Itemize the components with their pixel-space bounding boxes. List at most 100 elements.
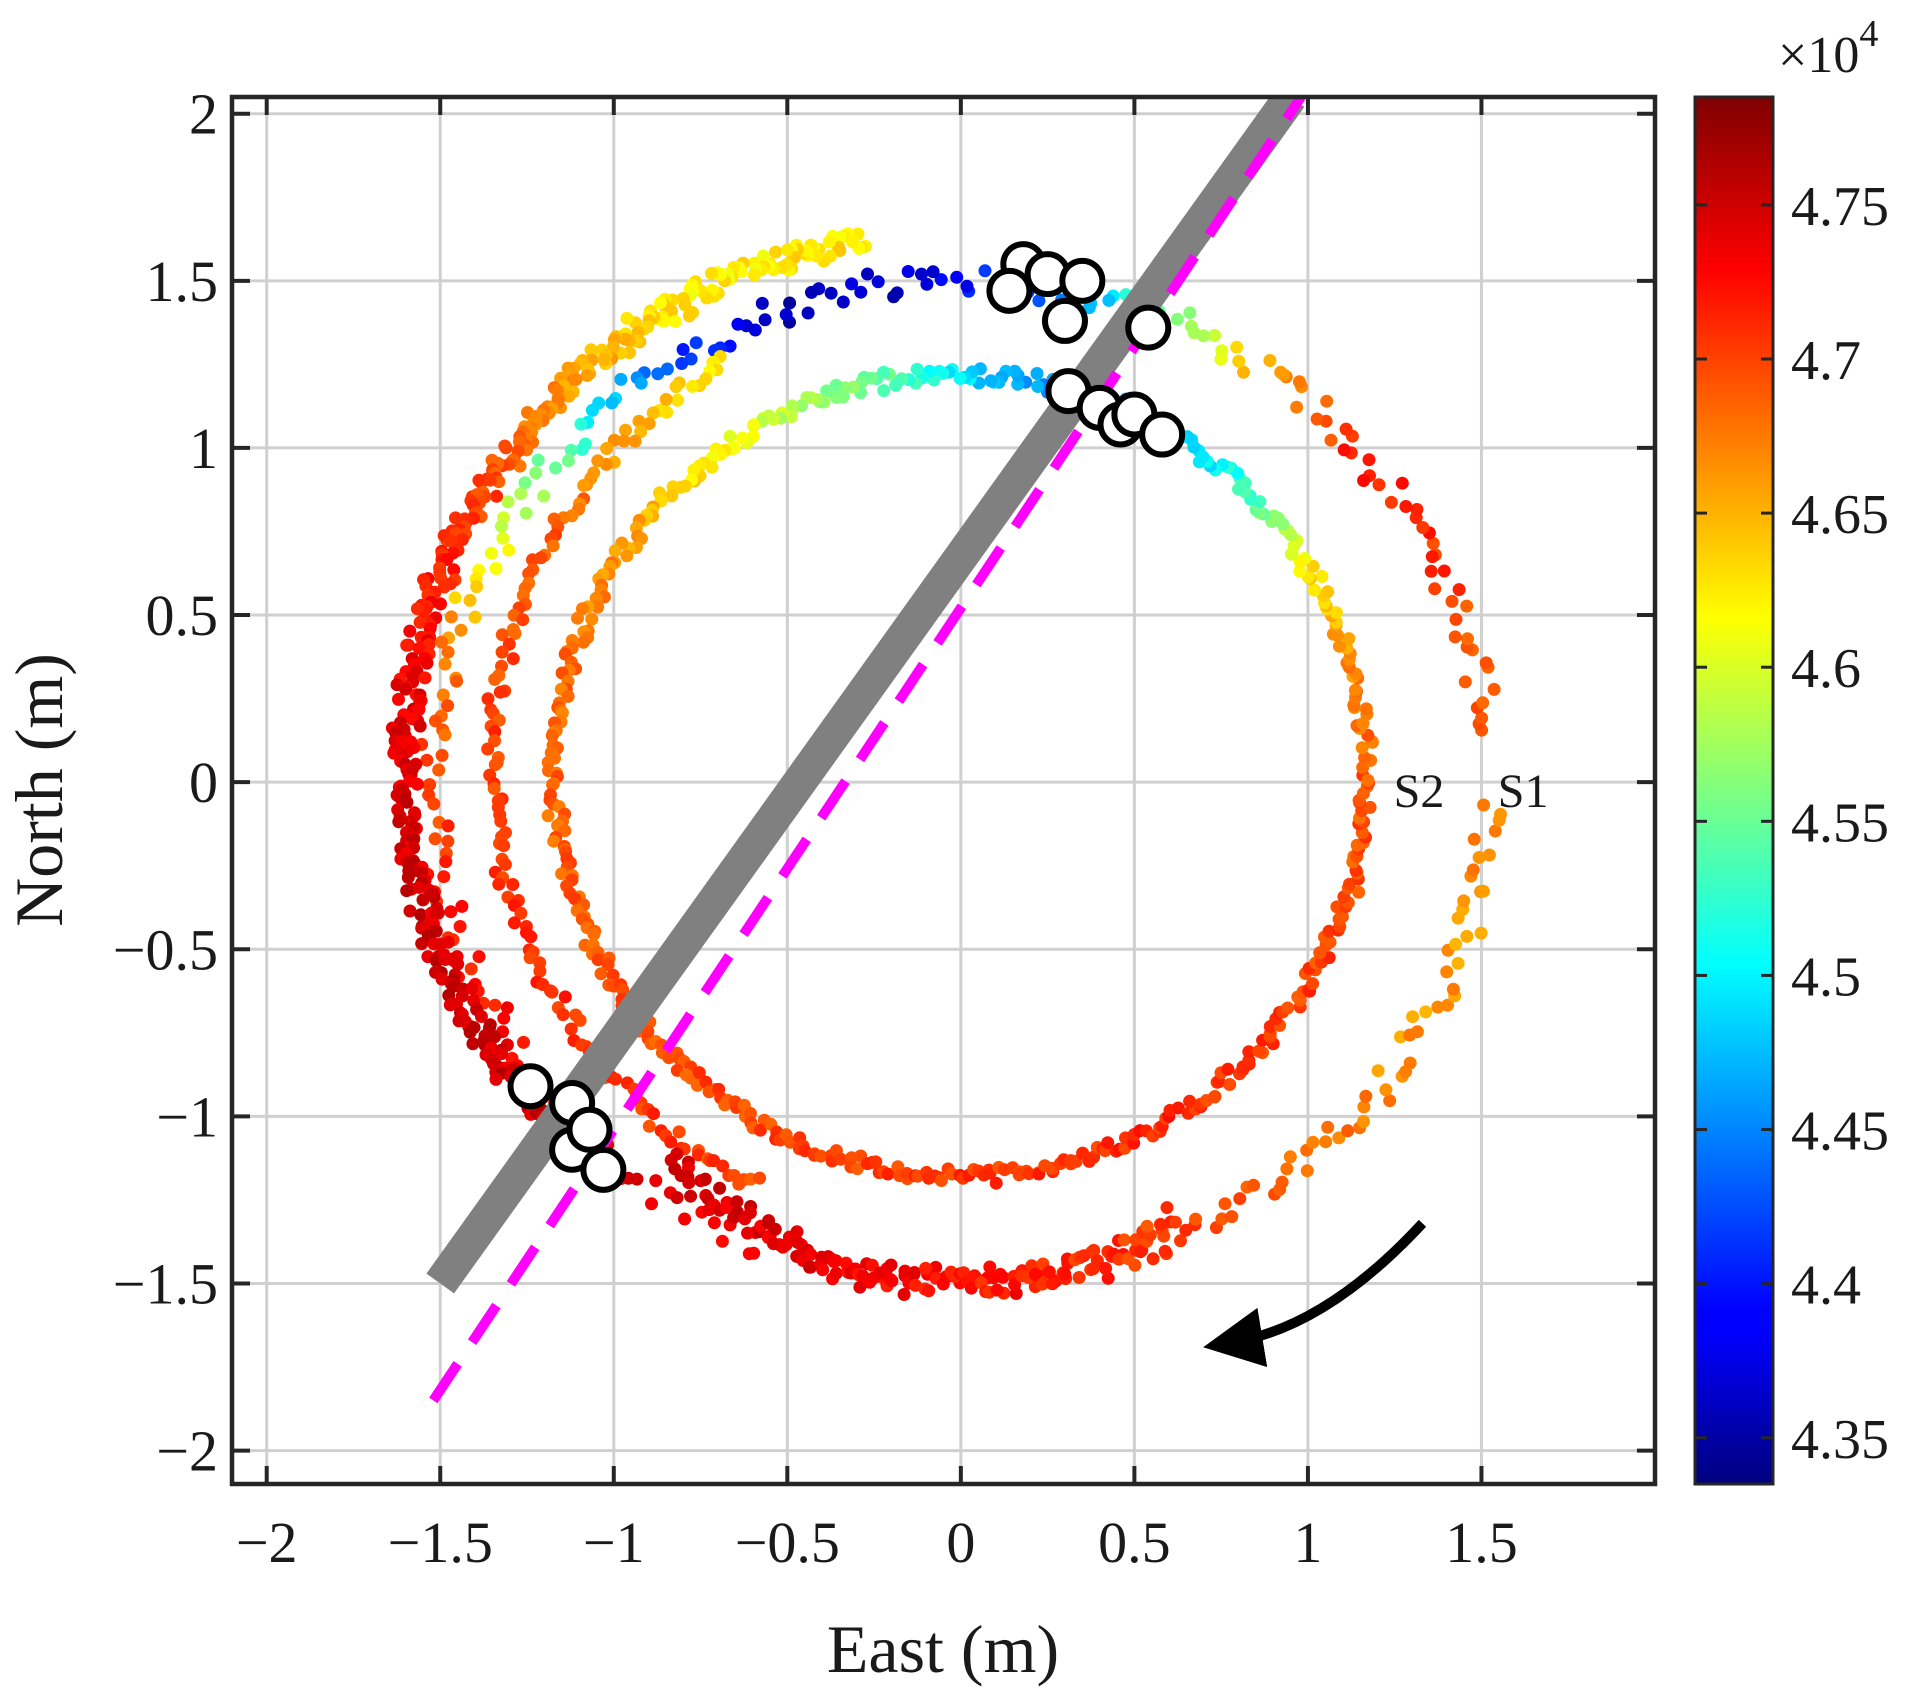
scatter-point	[654, 296, 668, 310]
scatter-point	[1479, 656, 1493, 670]
scatter-point	[1022, 1167, 1036, 1181]
scatter-point	[495, 1047, 508, 1061]
scatter-point	[497, 839, 511, 853]
scatter-point	[1307, 583, 1321, 597]
scatter-point	[1031, 380, 1045, 393]
scatter-point	[1448, 630, 1462, 644]
scatter-point	[580, 369, 594, 382]
colorbar: 4.35 4.4 4.45 4.5 4.55 4.6 4.65 4.7 4.75 ×104	[1693, 13, 1889, 1486]
scatter-point	[769, 245, 782, 259]
scatter-point	[822, 235, 836, 249]
series-label-s2: S2	[1394, 765, 1445, 818]
scatter-point	[659, 393, 673, 406]
scatter-point	[608, 544, 622, 558]
scatter-point	[1158, 1244, 1172, 1258]
scatter-point	[1321, 585, 1335, 599]
scatter-point	[1363, 800, 1377, 814]
scatter-point	[1183, 1094, 1197, 1108]
scatter-point	[1045, 1277, 1059, 1291]
scatter-point	[541, 809, 555, 823]
x-tick-label: −1	[583, 1510, 645, 1575]
scatter-point	[649, 1174, 663, 1188]
scatter-point	[1008, 364, 1022, 378]
y-tick-label: −1	[156, 1084, 218, 1149]
scatter-point	[556, 1008, 570, 1022]
scatter-point	[448, 591, 462, 605]
scatter-point	[1449, 612, 1463, 626]
scatter-point	[922, 1284, 936, 1298]
scatter-point	[743, 1206, 757, 1220]
scatter-point	[934, 273, 948, 287]
scatter-point	[1082, 301, 1096, 315]
scatter-point	[1242, 1045, 1256, 1059]
scatter-point	[1160, 1201, 1174, 1215]
highlight-marker	[1139, 411, 1186, 458]
scatter-point	[1252, 1044, 1266, 1058]
scatter-point	[1431, 1000, 1445, 1014]
highlight-marker	[566, 1106, 613, 1153]
scatter-point	[600, 442, 614, 455]
scatter-point	[1101, 1136, 1115, 1150]
scatter-point	[645, 1197, 658, 1211]
scatter-point	[1419, 1005, 1433, 1019]
scatter-point	[1410, 1025, 1424, 1039]
scatter-point	[410, 602, 424, 616]
highlight-marker	[986, 267, 1033, 314]
scatter-point	[496, 531, 510, 545]
direction-arrow	[1203, 1219, 1427, 1368]
scatter-point	[437, 870, 451, 884]
scatter-point	[758, 313, 772, 327]
scatter-point	[418, 671, 432, 685]
x-tick-label: 1	[1293, 1510, 1322, 1575]
scatter-point	[1339, 422, 1353, 436]
scatter-point	[755, 296, 769, 310]
scatter-point	[1215, 344, 1229, 358]
scatter-point	[495, 628, 509, 642]
scatter-point	[803, 1260, 817, 1274]
scatter-point	[1332, 1131, 1346, 1145]
scatter-point	[805, 285, 818, 299]
scatter-point	[517, 1035, 530, 1049]
scatter-point	[606, 968, 620, 982]
scatter-point	[420, 656, 434, 670]
scatter-point	[829, 1266, 843, 1280]
scatter-point	[488, 672, 502, 686]
scatter-point	[1072, 1271, 1086, 1284]
colorbar-ticks: 4.35 4.4 4.45 4.5 4.55 4.6 4.65 4.7 4.75	[1695, 176, 1889, 1471]
scatter-point	[438, 657, 452, 671]
scatter-point	[884, 1258, 898, 1272]
scatter-point	[853, 1280, 867, 1294]
scatter-point	[437, 580, 451, 594]
scatter-point	[1121, 1252, 1135, 1266]
scatter-point	[730, 1195, 744, 1209]
scatter-point	[1321, 1120, 1335, 1134]
scatter-point	[1133, 1245, 1147, 1259]
scatter-point	[1281, 1001, 1295, 1015]
scatter-point	[854, 285, 868, 299]
scatter-point	[814, 1149, 828, 1163]
scatter-point	[1482, 848, 1496, 862]
scatter-point	[401, 871, 415, 884]
scatter-point	[829, 1254, 843, 1268]
scatter-point	[1358, 751, 1372, 765]
scatter-point	[1449, 937, 1463, 951]
scatter-point	[1319, 1135, 1333, 1149]
scatter-point	[731, 317, 745, 331]
scatter-point	[484, 546, 498, 560]
scatter-point	[463, 1025, 477, 1039]
scatter-point	[1170, 312, 1184, 326]
scatter-point	[414, 908, 428, 922]
scatter-point	[400, 795, 414, 809]
scatter-point	[392, 815, 406, 829]
scatter-point	[907, 1267, 921, 1281]
scatter-point	[689, 336, 703, 350]
scatter-point	[472, 950, 486, 964]
scatter-point	[889, 378, 903, 392]
scatter-point	[463, 593, 477, 607]
scatter-point	[1274, 365, 1288, 379]
scatter-point	[684, 1189, 698, 1203]
scatter-point	[1306, 559, 1320, 573]
scatter-point	[877, 384, 891, 398]
scatter-point	[1223, 1078, 1237, 1091]
